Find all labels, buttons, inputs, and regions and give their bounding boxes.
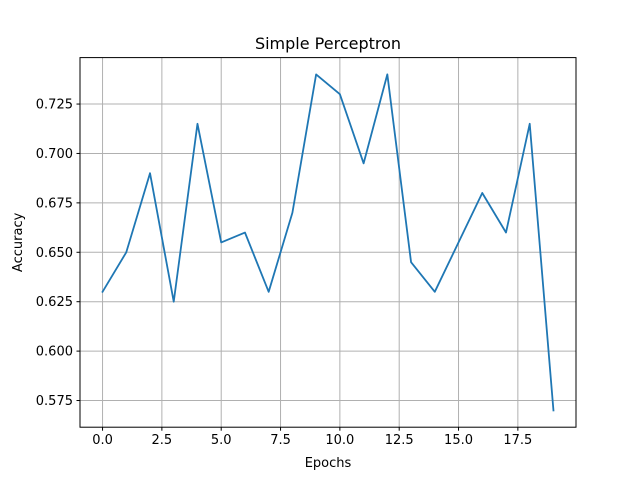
axes-frame (79, 57, 577, 428)
y-axis-label: Accuracy (11, 212, 26, 272)
x-tick-label: 0.0 (92, 433, 113, 448)
series-layer (101, 73, 555, 412)
x-axis-ticks: 0.0 2.5 5.0 7.5 10.0 12.5 15.0 17.5 (92, 427, 532, 448)
y-tick-label: 0.575 (36, 394, 73, 409)
x-axis-label: Epochs (305, 456, 352, 471)
x-tick-label: 12.5 (385, 433, 414, 448)
grid (80, 57, 576, 428)
x-tick-label: 7.5 (270, 433, 291, 448)
x-tick-label: 10.0 (325, 433, 354, 448)
y-tick-label: 0.600 (36, 345, 73, 360)
accuracy-series-line (101, 73, 555, 412)
y-axis-ticks: 0.575 0.600 0.625 0.650 0.675 0.700 0.725 (36, 98, 80, 409)
x-tick-label: 17.5 (503, 433, 532, 448)
x-tick-label: 15.0 (444, 433, 473, 448)
x-tick-label: 2.5 (152, 433, 173, 448)
y-tick-label: 0.650 (36, 246, 73, 261)
y-tick-label: 0.625 (36, 295, 73, 310)
x-tick-label: 5.0 (211, 433, 232, 448)
y-tick-label: 0.700 (36, 147, 73, 162)
y-tick-label: 0.725 (36, 98, 73, 113)
chart-title: Simple Perceptron (255, 34, 401, 53)
y-tick-label: 0.675 (36, 196, 73, 211)
